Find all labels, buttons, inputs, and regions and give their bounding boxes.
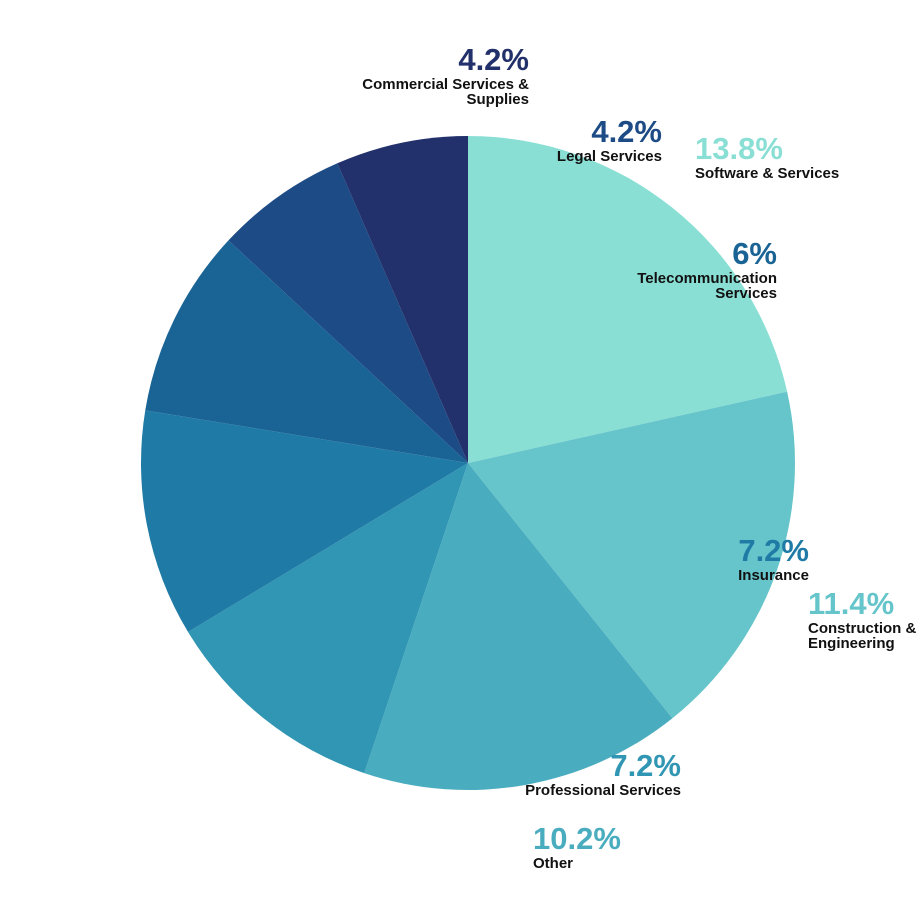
value-label: 4.2% xyxy=(458,42,529,77)
pie-slice xyxy=(188,463,468,774)
value-label: 7.2% xyxy=(738,533,809,568)
slice-label: 11.4% Construction & Engineering xyxy=(808,586,920,653)
slice-label: 13.8% Software & Services xyxy=(695,131,895,182)
value-label: 4.2% xyxy=(591,114,662,149)
pie-slice xyxy=(468,136,788,463)
slice-label: 4.2% Legal Services xyxy=(502,114,662,165)
category-label: Software & Services xyxy=(695,164,840,182)
value-label: 7.2% xyxy=(610,748,681,783)
slice-label: 7.2% Insurance xyxy=(659,533,809,584)
slice-label: 4.2% Commercial Services & Supplies xyxy=(349,42,529,109)
category-label: Telecommunication Services xyxy=(637,269,777,303)
slice-label: 6% Telecommunication Services xyxy=(627,236,777,303)
slice-label: 7.2% Professional Services xyxy=(461,748,681,799)
value-label: 11.4% xyxy=(808,586,895,621)
category-label: Construction & Engineering xyxy=(808,619,917,653)
value-label: 10.2% xyxy=(533,821,621,856)
slice-label: 10.2% Other xyxy=(533,821,683,872)
value-label: 13.8% xyxy=(695,131,783,166)
category-label: Commercial Services & Supplies xyxy=(362,75,529,109)
pie-slice xyxy=(468,391,795,719)
category-label: Insurance xyxy=(738,566,809,584)
value-label: 6% xyxy=(732,236,777,271)
category-label: Other xyxy=(533,854,574,872)
pie-slice xyxy=(141,410,468,633)
pie-slice xyxy=(145,240,468,463)
category-label: Professional Services xyxy=(525,781,681,799)
pie-slice xyxy=(337,136,468,463)
category-label: Legal Services xyxy=(556,147,662,165)
pie-slice xyxy=(364,463,673,791)
pie-slice xyxy=(228,163,468,463)
